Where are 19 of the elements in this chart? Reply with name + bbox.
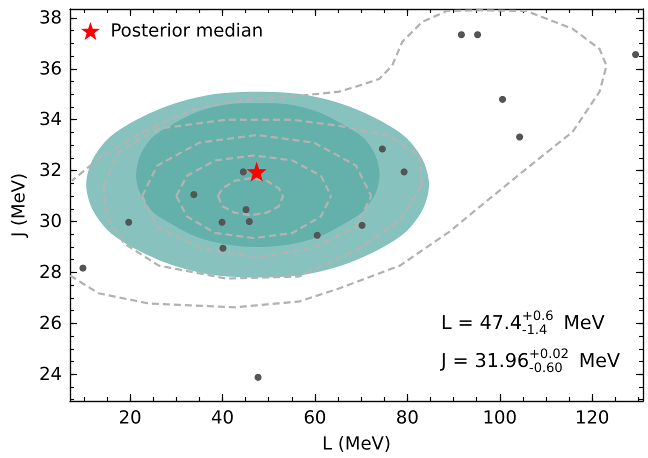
x-tick-label: 120 bbox=[574, 408, 610, 428]
y-axis-title: J (MeV) bbox=[8, 173, 30, 238]
y-tick-label: 28 bbox=[39, 262, 62, 283]
y-tick-label: 30 bbox=[39, 211, 62, 232]
text: L = 47.4$^{+0.6}$$_{-1.4}$ MeV bbox=[441, 308, 605, 338]
y-tick-label: 36 bbox=[39, 58, 62, 80]
x-tick-label: 60 bbox=[303, 408, 326, 428]
x-tick-label: 40 bbox=[211, 408, 234, 428]
y-tick-label: 38 bbox=[39, 7, 62, 28]
x-tick-label: 100 bbox=[482, 408, 517, 428]
x-tick-label: 80 bbox=[396, 408, 419, 428]
legend-label: Posterior median bbox=[110, 20, 264, 42]
text: J = 31.96$^{+0.02}$$_{-0.60}$ MeV bbox=[441, 346, 620, 376]
y-tick-label: 32 bbox=[39, 160, 62, 182]
y-tick-label: 34 bbox=[39, 109, 62, 130]
y-tick-label: 24 bbox=[39, 364, 62, 385]
y-tick-label: 26 bbox=[39, 312, 62, 334]
x-axis-title: L (MeV) bbox=[322, 434, 391, 454]
x-tick-label: 20 bbox=[118, 408, 142, 428]
